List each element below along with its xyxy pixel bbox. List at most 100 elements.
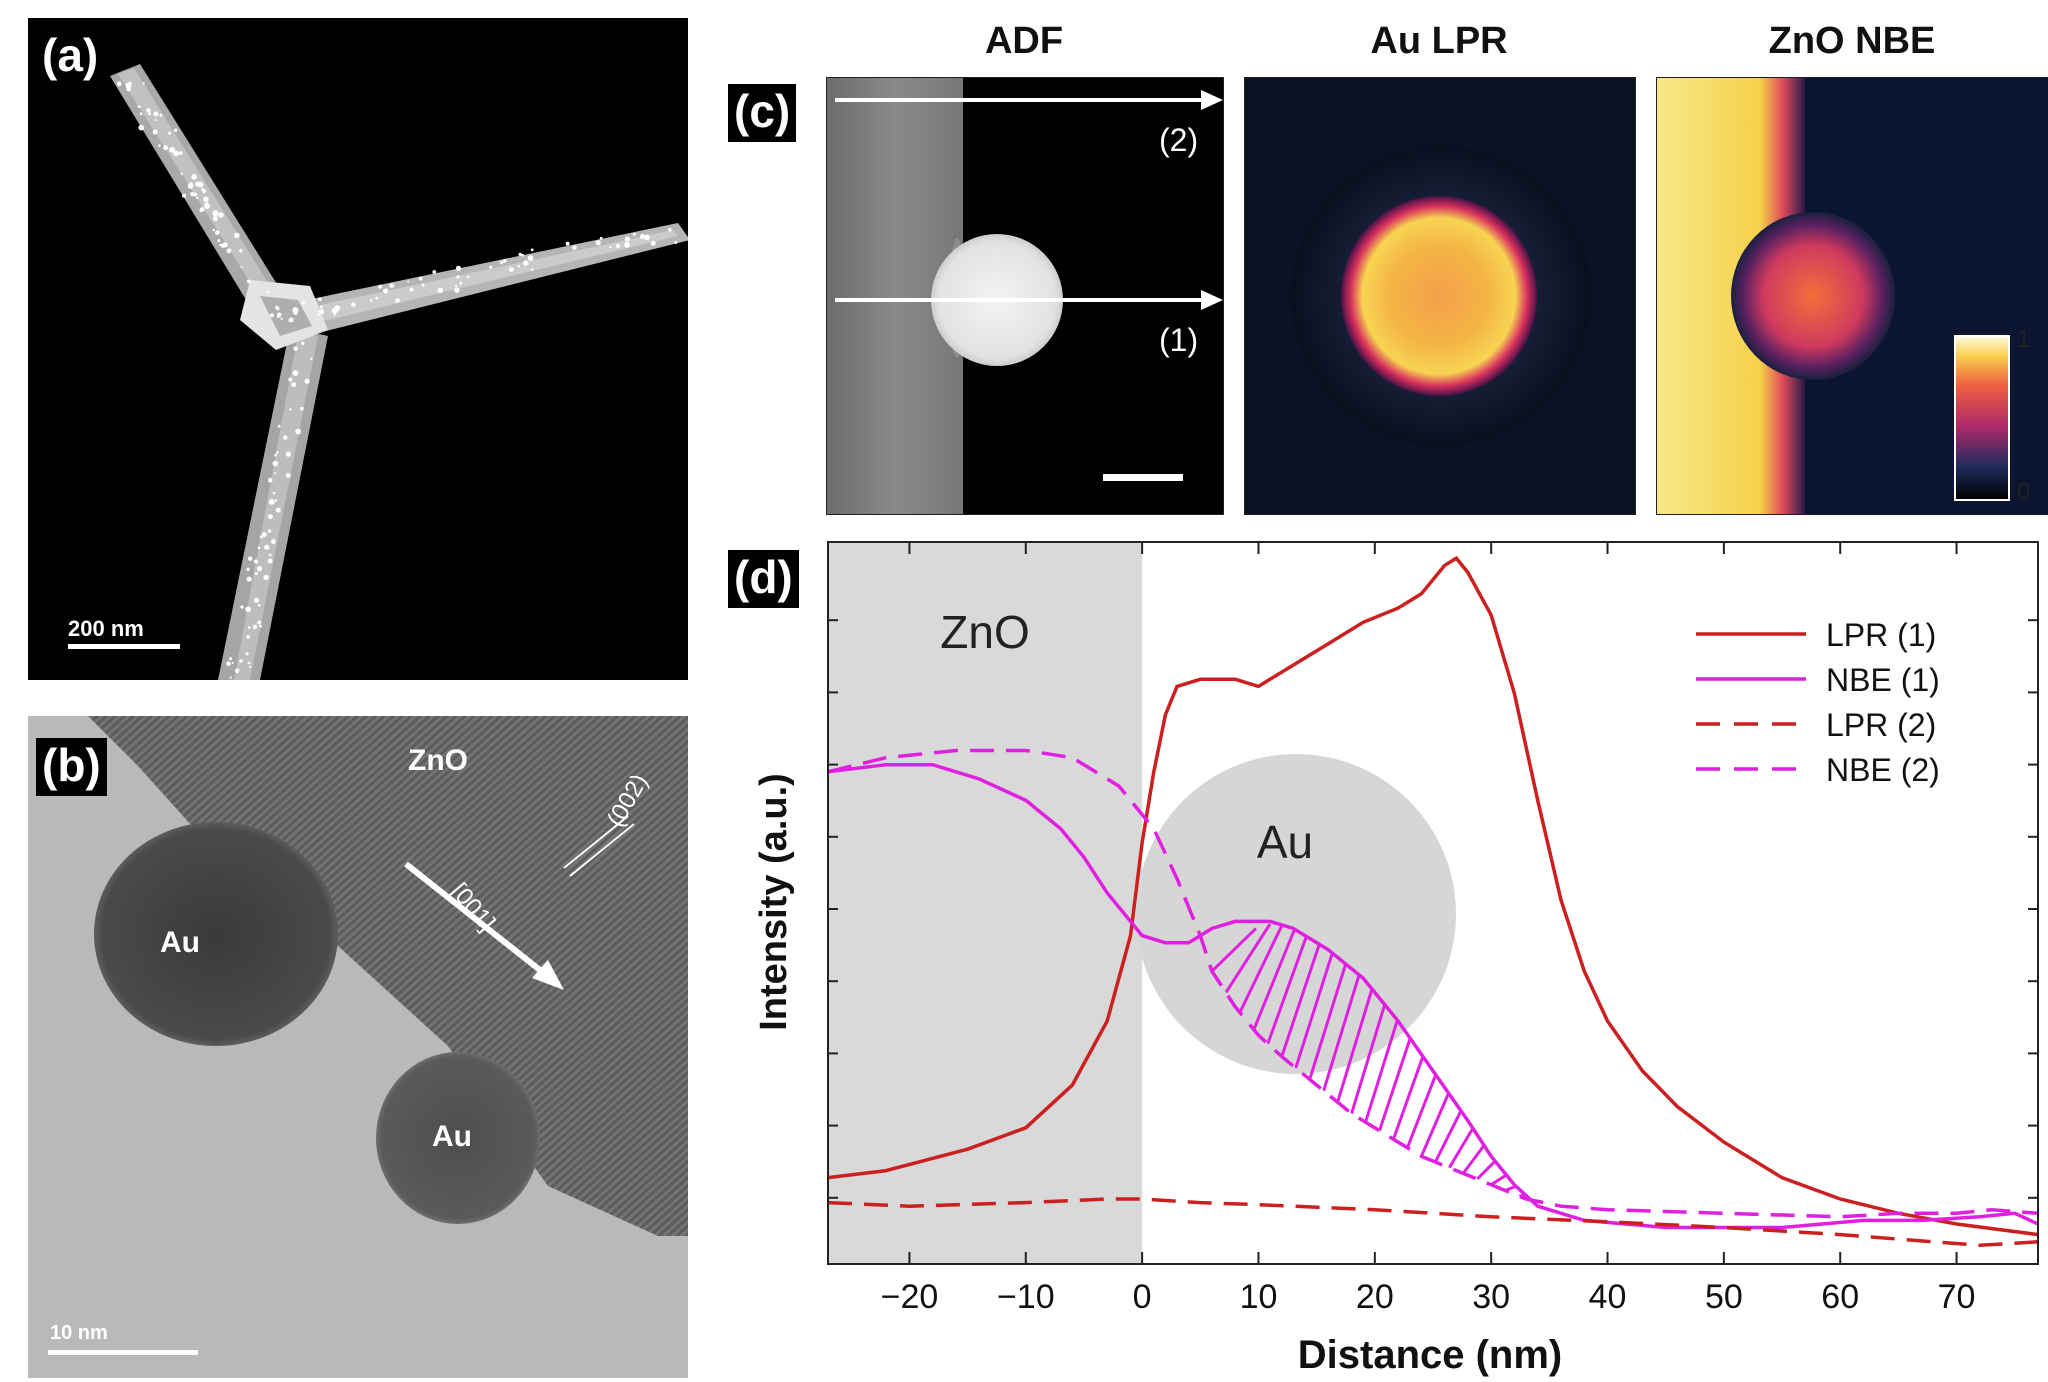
nanoparticle-speck xyxy=(432,270,437,274)
nanoparticle-speck xyxy=(285,473,289,477)
x-tick-label: 0 xyxy=(1133,1278,1152,1316)
nanoparticle-speck xyxy=(247,279,251,284)
nanoparticle-speck xyxy=(615,243,621,248)
nanoparticle-speck xyxy=(204,203,210,209)
hatch-line xyxy=(1392,1014,1439,1140)
nanoparticle-speck xyxy=(378,284,383,289)
nanoparticle-speck xyxy=(226,661,231,667)
series-line-2 xyxy=(828,762,2038,1230)
nanoparticle-speck xyxy=(218,212,224,218)
nanoparticle-speck xyxy=(489,265,493,269)
x-axis-label: Distance (nm) xyxy=(1298,1333,1563,1377)
nanoparticle-speck xyxy=(191,173,197,180)
scale-bar-label: 200 nm xyxy=(68,616,144,641)
nanoparticle-speck xyxy=(319,305,323,309)
nanoparticle-speck xyxy=(274,472,277,475)
scale-bar-label: 10 nm xyxy=(50,1322,108,1344)
nanoparticle-speck xyxy=(229,676,232,679)
nanoparticle-speck xyxy=(454,284,458,288)
nanoparticle-speck xyxy=(455,265,462,271)
nanoparticle-speck xyxy=(272,491,276,495)
nanoparticle-speck xyxy=(163,145,168,151)
au-particle-1 xyxy=(94,822,338,1046)
x-tick-label: 50 xyxy=(1705,1278,1743,1316)
nanoparticle-speck xyxy=(174,128,178,132)
nanoparticle-speck xyxy=(288,317,294,323)
nanoparticle-speck xyxy=(301,341,305,345)
hatch-line xyxy=(1294,929,1342,1069)
series-line-4 xyxy=(828,748,2038,1219)
nanoparticle-speck xyxy=(142,82,145,85)
nanoparticle-speck xyxy=(499,260,504,265)
line-2-label: (2) xyxy=(1159,122,1199,158)
nanoparticle-speck xyxy=(382,288,388,294)
nanoparticle-speck xyxy=(595,240,601,246)
nanoparticle-speck xyxy=(212,228,215,232)
nanoparticle-speck xyxy=(180,172,183,175)
au-lpr-title: Au LPR xyxy=(1370,20,1508,62)
nanoparticle-speck xyxy=(276,312,282,318)
nanoparticle-speck xyxy=(291,382,297,388)
zno-nbe-map: 1 0 xyxy=(1656,77,2048,515)
panel-c-label: (c) xyxy=(728,84,797,142)
legend-entry: LPR (1) xyxy=(1826,617,1936,653)
nanoparticle-speck xyxy=(333,313,336,316)
hatch-line xyxy=(1210,927,1257,973)
hatched-area xyxy=(1210,921,1550,1198)
au-lpr-map xyxy=(1244,77,1636,515)
x-tick-label: 30 xyxy=(1472,1278,1510,1316)
nanoparticle-speck xyxy=(146,108,151,113)
nanoparticle-speck xyxy=(503,259,507,263)
nanoparticle-speck xyxy=(182,193,187,198)
nanoparticle-speck xyxy=(572,245,577,250)
nanoparticle-speck xyxy=(276,451,279,454)
nanoparticle-speck xyxy=(215,230,220,235)
hatch-line xyxy=(1280,924,1328,1058)
x-tick-label: 20 xyxy=(1356,1278,1394,1316)
nanoparticle-speck xyxy=(259,624,262,628)
nanoparticle-speck xyxy=(668,228,672,232)
nanoparticle-speck xyxy=(530,248,534,252)
adf-title: ADF xyxy=(984,20,1064,62)
nanoparticle-speck xyxy=(247,661,251,665)
hatch-line xyxy=(1350,968,1397,1115)
nanoparticle-speck xyxy=(240,605,244,609)
nanoparticle-speck xyxy=(228,657,233,661)
nanoparticle-speck xyxy=(159,113,163,117)
hatch-line xyxy=(1504,1172,1550,1192)
nanoparticle-speck xyxy=(437,287,444,294)
nanoparticle-speck xyxy=(301,301,305,305)
hatch-line xyxy=(1378,997,1425,1132)
legend: LPR (1) NBE (1) LPR (2) NBE (2) xyxy=(1696,617,1940,788)
nanoparticle-speck xyxy=(389,283,395,288)
line-1-label: (1) xyxy=(1159,322,1199,358)
nanoparticle-speck xyxy=(517,265,521,268)
nanoparticle-speck xyxy=(632,232,636,236)
hatch-line xyxy=(1238,921,1286,1014)
nanoparticle-speck xyxy=(289,408,292,411)
nanoparticle-speck xyxy=(454,287,460,293)
nanoparticle-speck xyxy=(173,150,179,157)
au-particle-2 xyxy=(376,1052,540,1224)
nanoparticle-speck xyxy=(270,539,276,544)
nanoparticle-speck xyxy=(272,460,279,467)
adf-map: (2) (1) xyxy=(826,77,1224,515)
nanoparticle-speck xyxy=(239,659,243,663)
au-particle-outline xyxy=(1136,754,1456,1074)
nanoparticle-speck xyxy=(263,574,269,581)
nanoparticle-speck xyxy=(154,119,157,121)
nanoparticle-speck xyxy=(254,571,258,576)
nanoparticle-speck xyxy=(252,624,258,630)
nanoparticle-speck xyxy=(256,566,263,572)
nanoparticle-speck xyxy=(257,546,261,550)
nanoparticle-speck xyxy=(331,307,338,314)
nanoparticle-speck xyxy=(202,189,207,194)
panel-b-image: ZnO Au Au [001] (002) 10 nm xyxy=(28,716,688,1378)
nanoparticle-speck xyxy=(153,111,159,117)
hatch-line xyxy=(1419,1053,1467,1157)
series-line-3 xyxy=(828,1197,2038,1248)
hatch-line xyxy=(1518,1187,1550,1198)
hatch-line xyxy=(1266,921,1314,1045)
nanoparticle-speck xyxy=(293,346,298,351)
nanoparticle-speck xyxy=(375,296,379,300)
